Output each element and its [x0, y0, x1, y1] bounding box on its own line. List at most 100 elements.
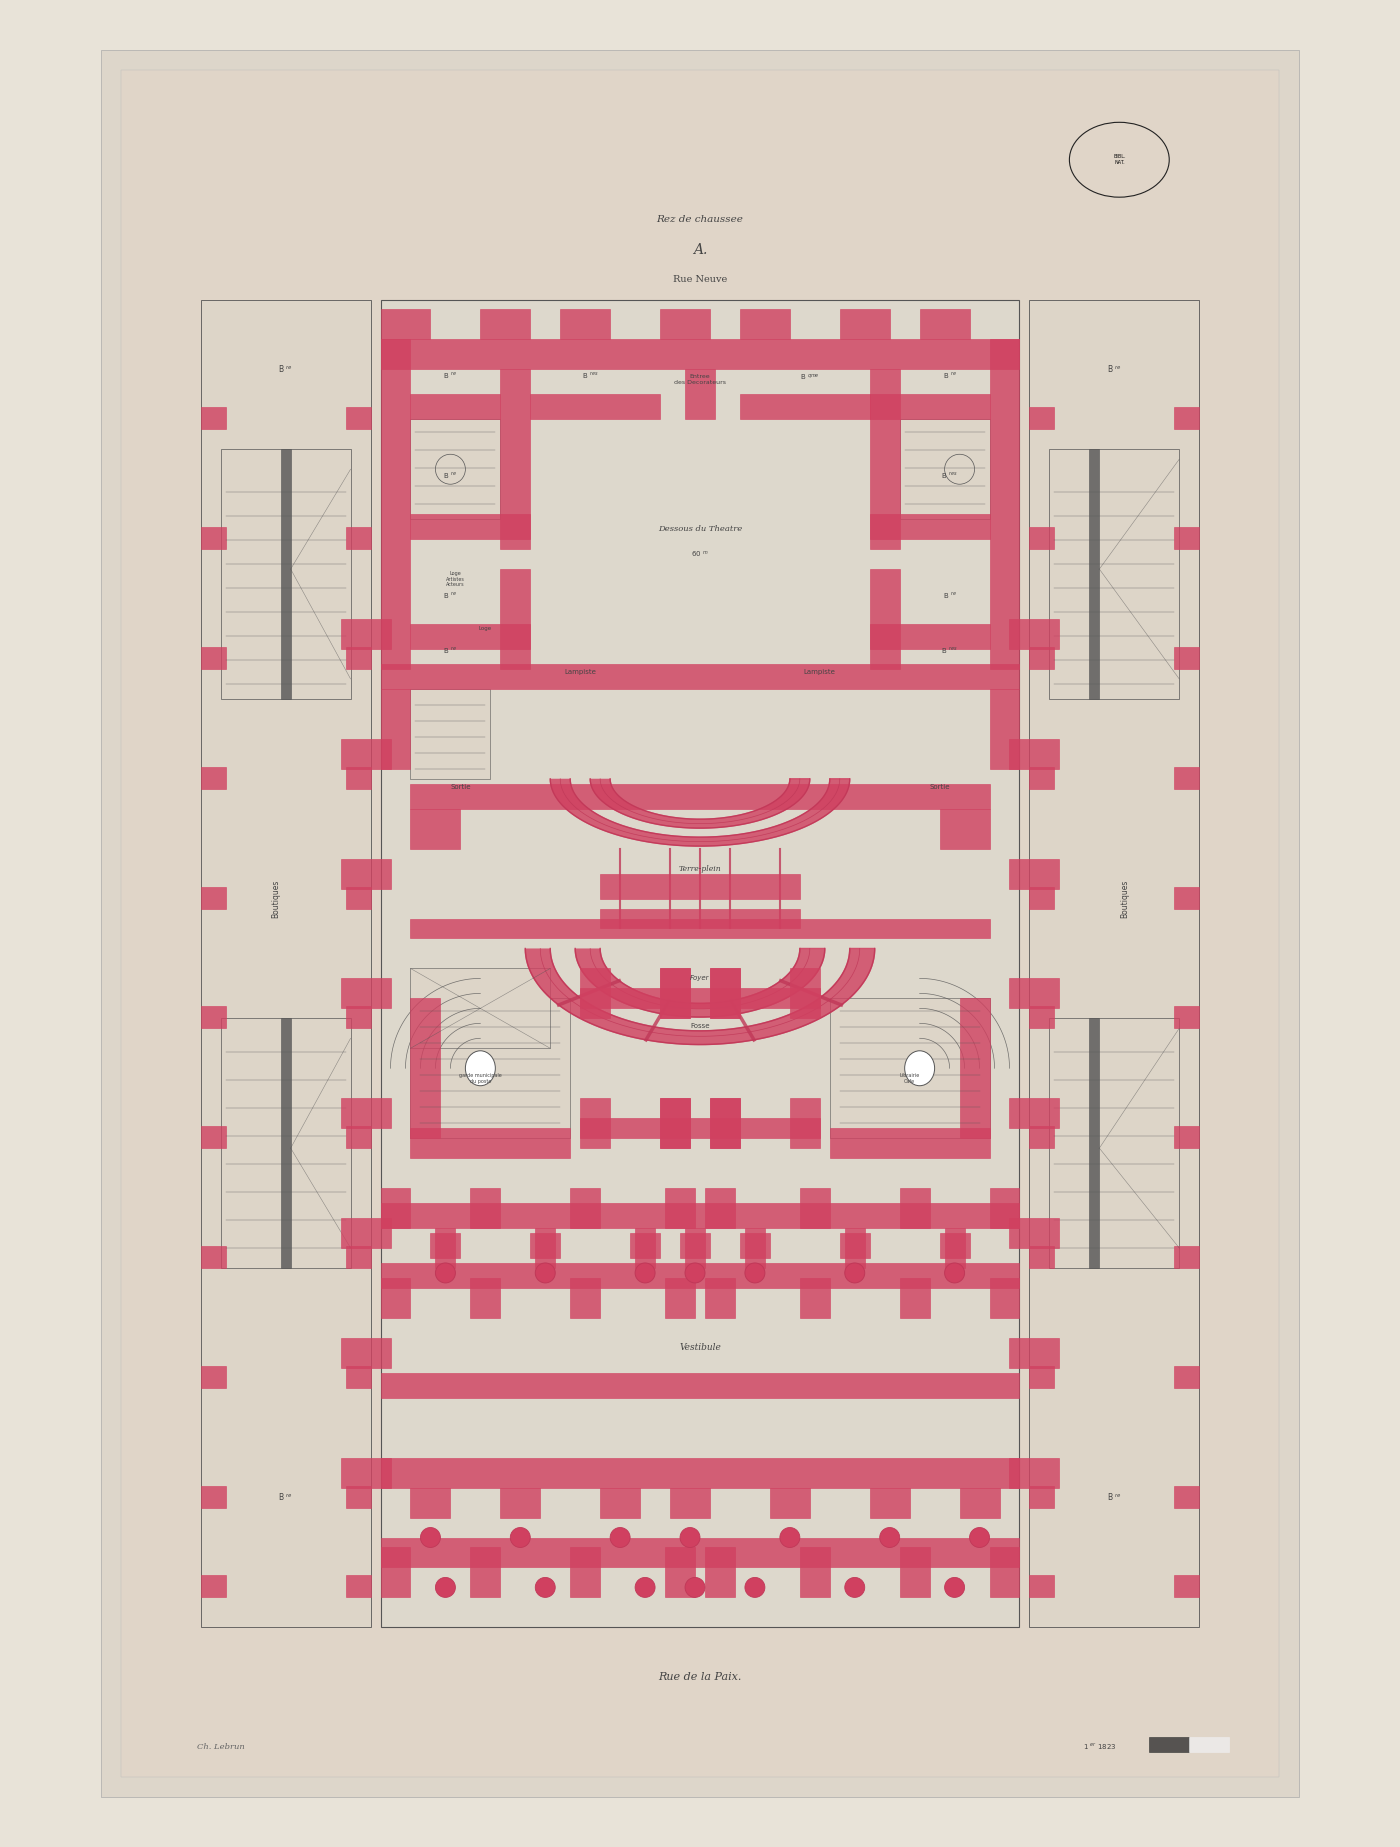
- Bar: [1175, 1127, 1200, 1149]
- Bar: [200, 408, 225, 429]
- Text: Terre-plein: Terre-plein: [679, 864, 721, 872]
- Circle shape: [636, 1263, 655, 1284]
- Bar: [346, 646, 371, 669]
- Bar: [665, 1548, 694, 1598]
- Bar: [381, 340, 1019, 369]
- Bar: [570, 1188, 601, 1228]
- Bar: [706, 1278, 735, 1319]
- Text: B $^{re}$: B $^{re}$: [279, 1492, 293, 1503]
- Text: garde municipale
du poste: garde municipale du poste: [459, 1073, 501, 1084]
- Circle shape: [435, 1577, 455, 1598]
- Circle shape: [945, 1577, 965, 1598]
- Bar: [869, 513, 990, 539]
- Bar: [346, 887, 371, 909]
- Bar: [741, 310, 790, 340]
- Circle shape: [945, 1263, 965, 1284]
- Circle shape: [844, 1263, 865, 1284]
- Circle shape: [745, 1263, 764, 1284]
- Bar: [990, 340, 1019, 669]
- Bar: [580, 988, 820, 1008]
- Text: Rez de chaussee: Rez de chaussee: [657, 214, 743, 223]
- Text: B $^{re}$: B $^{re}$: [279, 364, 293, 375]
- Bar: [200, 1575, 225, 1598]
- Bar: [710, 1099, 741, 1149]
- Bar: [706, 1548, 735, 1598]
- Bar: [830, 999, 990, 1138]
- Bar: [869, 369, 900, 549]
- Bar: [1009, 1457, 1060, 1487]
- Bar: [346, 1247, 371, 1267]
- Ellipse shape: [904, 1051, 935, 1086]
- Bar: [340, 619, 391, 648]
- Bar: [959, 1487, 1000, 1518]
- Text: 60 $^{m}$: 60 $^{m}$: [692, 549, 708, 560]
- Circle shape: [435, 1263, 455, 1284]
- Text: B $^{re}$: B $^{re}$: [1107, 364, 1121, 375]
- Bar: [340, 1457, 391, 1487]
- Bar: [869, 1487, 910, 1518]
- Bar: [280, 1018, 291, 1267]
- Bar: [685, 369, 715, 419]
- Bar: [470, 1548, 500, 1598]
- Text: Lampiste: Lampiste: [804, 669, 836, 674]
- Text: Sortie: Sortie: [930, 783, 949, 791]
- Text: B $^{res}$: B $^{res}$: [582, 371, 598, 380]
- Text: B $^{res}$: B $^{res}$: [941, 471, 958, 482]
- Bar: [636, 1228, 655, 1267]
- Bar: [580, 968, 610, 1018]
- Circle shape: [844, 1577, 865, 1598]
- Bar: [869, 395, 990, 419]
- Circle shape: [970, 1527, 990, 1548]
- Bar: [346, 1127, 371, 1149]
- Bar: [1009, 739, 1060, 768]
- Bar: [1050, 449, 1179, 698]
- Bar: [410, 395, 500, 419]
- Bar: [346, 1007, 371, 1029]
- Text: Entree
des Decorateurs: Entree des Decorateurs: [673, 373, 727, 384]
- Bar: [990, 1548, 1019, 1598]
- Circle shape: [535, 1577, 556, 1598]
- Bar: [1009, 619, 1060, 648]
- Bar: [381, 1548, 410, 1598]
- Bar: [601, 1487, 640, 1518]
- Circle shape: [636, 1577, 655, 1598]
- Bar: [1029, 887, 1054, 909]
- Text: Lampiste: Lampiste: [564, 669, 596, 674]
- Bar: [1175, 526, 1200, 549]
- Bar: [1029, 1575, 1054, 1598]
- Bar: [799, 1278, 830, 1319]
- Bar: [799, 1548, 830, 1598]
- Bar: [221, 449, 350, 698]
- Bar: [560, 310, 610, 340]
- Text: Rue de la Paix.: Rue de la Paix.: [658, 1672, 742, 1683]
- Bar: [1175, 1247, 1200, 1267]
- Bar: [280, 449, 291, 698]
- Bar: [200, 1007, 225, 1029]
- Bar: [1175, 408, 1200, 429]
- Bar: [1175, 767, 1200, 789]
- Bar: [1029, 526, 1054, 549]
- Text: Loge: Loge: [479, 626, 491, 632]
- Bar: [435, 1228, 455, 1267]
- Bar: [410, 809, 461, 848]
- Bar: [381, 310, 430, 340]
- Bar: [410, 689, 490, 779]
- Bar: [381, 1263, 1019, 1287]
- Text: Fosse: Fosse: [690, 1023, 710, 1029]
- Bar: [601, 874, 799, 898]
- Bar: [200, 1127, 225, 1149]
- Bar: [1029, 1007, 1054, 1029]
- Bar: [1029, 1127, 1054, 1149]
- Bar: [410, 513, 531, 539]
- Bar: [200, 767, 225, 789]
- PathPatch shape: [550, 779, 850, 846]
- Bar: [1175, 646, 1200, 669]
- Bar: [346, 767, 371, 789]
- Bar: [665, 1278, 694, 1319]
- Text: Librairie
Cafe: Librairie Cafe: [900, 1073, 920, 1084]
- Bar: [745, 1228, 764, 1267]
- Bar: [900, 1278, 930, 1319]
- Bar: [840, 310, 889, 340]
- Bar: [120, 70, 1280, 1777]
- Bar: [381, 340, 410, 669]
